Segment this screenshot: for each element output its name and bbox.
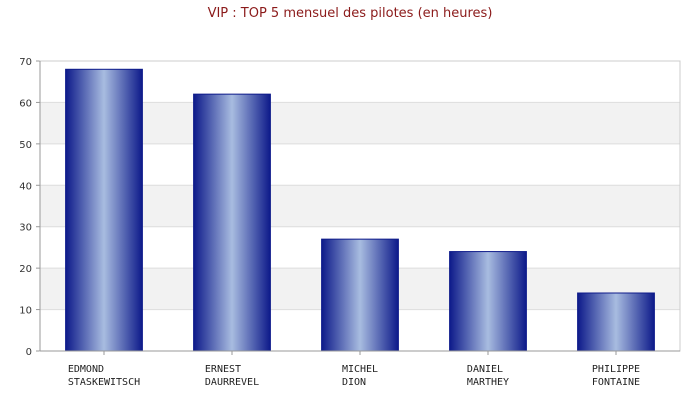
grid-band: [40, 185, 680, 227]
y-tick-label: 30: [19, 223, 32, 234]
x-tick-label: PHILIPPE: [592, 364, 640, 375]
x-tick-label: STASKEWITSCH: [68, 377, 140, 388]
x-tick-label: DANIEL: [467, 364, 503, 375]
x-tick-label: ERNEST: [205, 364, 241, 375]
bar: [577, 292, 655, 352]
bar: [449, 251, 527, 352]
bar: [65, 68, 143, 352]
x-tick-label: MARTHEY: [467, 377, 509, 388]
y-tick-label: 10: [19, 306, 32, 317]
y-tick-label: 60: [19, 98, 32, 109]
bar: [193, 93, 271, 352]
x-tick-label: EDMOND: [68, 364, 104, 375]
y-tick-label: 0: [26, 347, 32, 358]
x-tick-label: DION: [342, 377, 366, 388]
chart-title: VIP : TOP 5 mensuel des pilotes (en heur…: [207, 6, 493, 21]
y-tick-label: 70: [19, 57, 32, 68]
grid-band: [40, 102, 680, 144]
y-tick-label: 40: [19, 181, 32, 192]
bar: [321, 238, 399, 352]
y-tick-label: 20: [19, 264, 32, 275]
x-tick-label: MICHEL: [342, 364, 378, 375]
x-tick-label: FONTAINE: [592, 377, 640, 388]
y-tick-label: 50: [19, 140, 32, 151]
x-tick-label: DAURREVEL: [205, 377, 259, 388]
